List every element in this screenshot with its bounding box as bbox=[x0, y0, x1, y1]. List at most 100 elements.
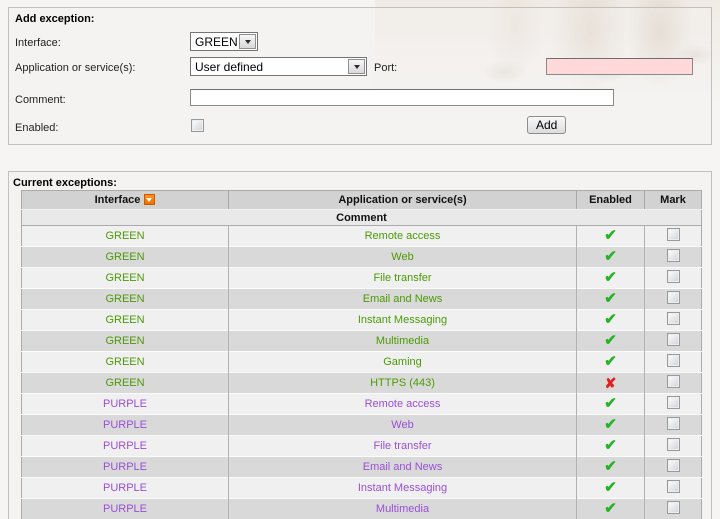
table-row: GREEN Remote access ✔ bbox=[21, 225, 702, 247]
mark-checkbox[interactable] bbox=[666, 375, 680, 388]
interface-cell: PURPLE bbox=[21, 414, 229, 436]
mark-checkbox[interactable] bbox=[666, 354, 680, 367]
table-header-row: Interface Application or service(s) Enab… bbox=[21, 190, 702, 210]
header-comment: Comment bbox=[21, 209, 702, 226]
table-title: Current exceptions: bbox=[13, 177, 117, 189]
table-row: GREEN Gaming ✔ bbox=[21, 351, 702, 373]
mark-checkbox[interactable] bbox=[666, 228, 680, 241]
mark-cell bbox=[644, 267, 702, 289]
table-row: GREEN Web ✔ bbox=[21, 246, 702, 268]
enabled-cell: ✔ bbox=[576, 351, 645, 373]
mark-cell bbox=[644, 225, 702, 247]
service-cell: Multimedia bbox=[228, 330, 577, 352]
mark-cell bbox=[644, 309, 702, 331]
header-application[interactable]: Application or service(s) bbox=[228, 190, 577, 210]
table-row: GREEN Multimedia ✔ bbox=[21, 330, 702, 352]
port-label: Port: bbox=[374, 62, 398, 74]
mark-checkbox[interactable] bbox=[666, 438, 680, 451]
enabled-check-icon[interactable]: ✔ bbox=[604, 269, 617, 286]
mark-checkbox[interactable] bbox=[666, 333, 680, 346]
table-row: PURPLE Remote access ✔ bbox=[21, 393, 702, 415]
mark-checkbox[interactable] bbox=[666, 270, 680, 283]
interface-cell: PURPLE bbox=[21, 456, 229, 478]
add-exception-panel: Add exception: Interface: GREEN Applicat… bbox=[8, 7, 712, 145]
service-cell: Remote access bbox=[228, 393, 577, 415]
comment-label: Comment: bbox=[15, 94, 66, 106]
add-button[interactable]: Add bbox=[527, 116, 567, 134]
mark-cell bbox=[644, 477, 702, 499]
table-row: PURPLE Multimedia ✔ bbox=[21, 498, 702, 519]
mark-checkbox[interactable] bbox=[666, 312, 680, 325]
mark-cell bbox=[644, 351, 702, 373]
interface-cell: GREEN bbox=[21, 288, 229, 310]
current-exceptions-panel: Current exceptions: Interface Applicatio… bbox=[8, 171, 712, 519]
chevron-down-icon[interactable] bbox=[348, 59, 365, 74]
table-row: PURPLE Instant Messaging ✔ bbox=[21, 477, 702, 499]
mark-checkbox[interactable] bbox=[666, 459, 680, 472]
interface-label: Interface: bbox=[15, 37, 61, 49]
exceptions-table: Interface Application or service(s) Enab… bbox=[21, 190, 702, 519]
header-interface[interactable]: Interface bbox=[21, 190, 229, 210]
mark-cell bbox=[644, 498, 702, 519]
mark-checkbox[interactable] bbox=[666, 249, 680, 262]
service-cell: Remote access bbox=[228, 225, 577, 247]
enabled-check-icon[interactable]: ✔ bbox=[604, 353, 617, 370]
enabled-check-icon[interactable]: ✔ bbox=[604, 332, 617, 349]
table-row: GREEN Instant Messaging ✔ bbox=[21, 309, 702, 331]
enabled-label: Enabled: bbox=[15, 122, 59, 134]
service-cell: Email and News bbox=[228, 456, 577, 478]
mark-cell bbox=[644, 393, 702, 415]
interface-select-value: GREEN bbox=[195, 35, 238, 49]
application-select-value: User defined bbox=[195, 60, 264, 74]
interface-select[interactable]: GREEN bbox=[190, 32, 258, 51]
enabled-check-icon[interactable]: ✔ bbox=[604, 290, 617, 307]
enabled-cell: ✔ bbox=[576, 288, 645, 310]
enabled-cell: ✔ bbox=[576, 225, 645, 247]
enabled-check-icon[interactable]: ✔ bbox=[604, 479, 617, 496]
table-row: GREEN Email and News ✔ bbox=[21, 288, 702, 310]
header-mark: Mark bbox=[644, 190, 702, 210]
service-cell: Instant Messaging bbox=[228, 309, 577, 331]
enabled-cell: ✔ bbox=[576, 267, 645, 289]
interface-cell: GREEN bbox=[21, 309, 229, 331]
comment-input[interactable] bbox=[190, 89, 614, 106]
enabled-cell: ✔ bbox=[576, 330, 645, 352]
exceptions-body: GREEN Remote access ✔ GREEN Web ✔ GREEN File tr… bbox=[21, 225, 702, 519]
sort-descending-icon[interactable] bbox=[144, 194, 156, 205]
port-input[interactable] bbox=[546, 58, 693, 75]
enabled-check-icon[interactable]: ✔ bbox=[604, 311, 617, 328]
application-select[interactable]: User defined bbox=[190, 57, 367, 76]
enabled-check-icon[interactable]: ✔ bbox=[604, 458, 617, 475]
mark-cell bbox=[644, 372, 702, 394]
mark-checkbox[interactable] bbox=[666, 480, 680, 493]
mark-cell bbox=[644, 330, 702, 352]
enabled-check-icon[interactable]: ✔ bbox=[604, 437, 617, 454]
interface-cell: GREEN bbox=[21, 351, 229, 373]
enabled-cell: ✘ bbox=[576, 372, 645, 394]
service-cell: Web bbox=[228, 246, 577, 268]
enabled-check-icon[interactable]: ✔ bbox=[604, 416, 617, 433]
service-cell: Email and News bbox=[228, 288, 577, 310]
enabled-checkbox[interactable] bbox=[191, 119, 204, 132]
header-enabled: Enabled bbox=[576, 190, 645, 210]
service-cell: Multimedia bbox=[228, 498, 577, 519]
mark-checkbox[interactable] bbox=[666, 396, 680, 409]
mark-cell bbox=[644, 288, 702, 310]
table-row: GREEN File transfer ✔ bbox=[21, 267, 702, 289]
enabled-check-icon[interactable]: ✔ bbox=[604, 500, 617, 517]
enabled-check-icon[interactable]: ✔ bbox=[604, 248, 617, 265]
mark-checkbox[interactable] bbox=[666, 501, 680, 514]
chevron-down-icon[interactable] bbox=[239, 34, 256, 49]
interface-cell: GREEN bbox=[21, 372, 229, 394]
enabled-check-icon[interactable]: ✔ bbox=[604, 395, 617, 412]
interface-cell: PURPLE bbox=[21, 435, 229, 457]
comment-header-row: Comment bbox=[21, 209, 702, 226]
mark-checkbox[interactable] bbox=[666, 417, 680, 430]
service-cell: Instant Messaging bbox=[228, 477, 577, 499]
mark-checkbox[interactable] bbox=[666, 291, 680, 304]
enabled-check-icon[interactable]: ✔ bbox=[604, 227, 617, 244]
application-label: Application or service(s): bbox=[15, 62, 136, 74]
mark-cell bbox=[644, 435, 702, 457]
table-row: GREEN HTTPS (443) ✘ bbox=[21, 372, 702, 394]
disabled-x-icon[interactable]: ✘ bbox=[604, 374, 617, 391]
